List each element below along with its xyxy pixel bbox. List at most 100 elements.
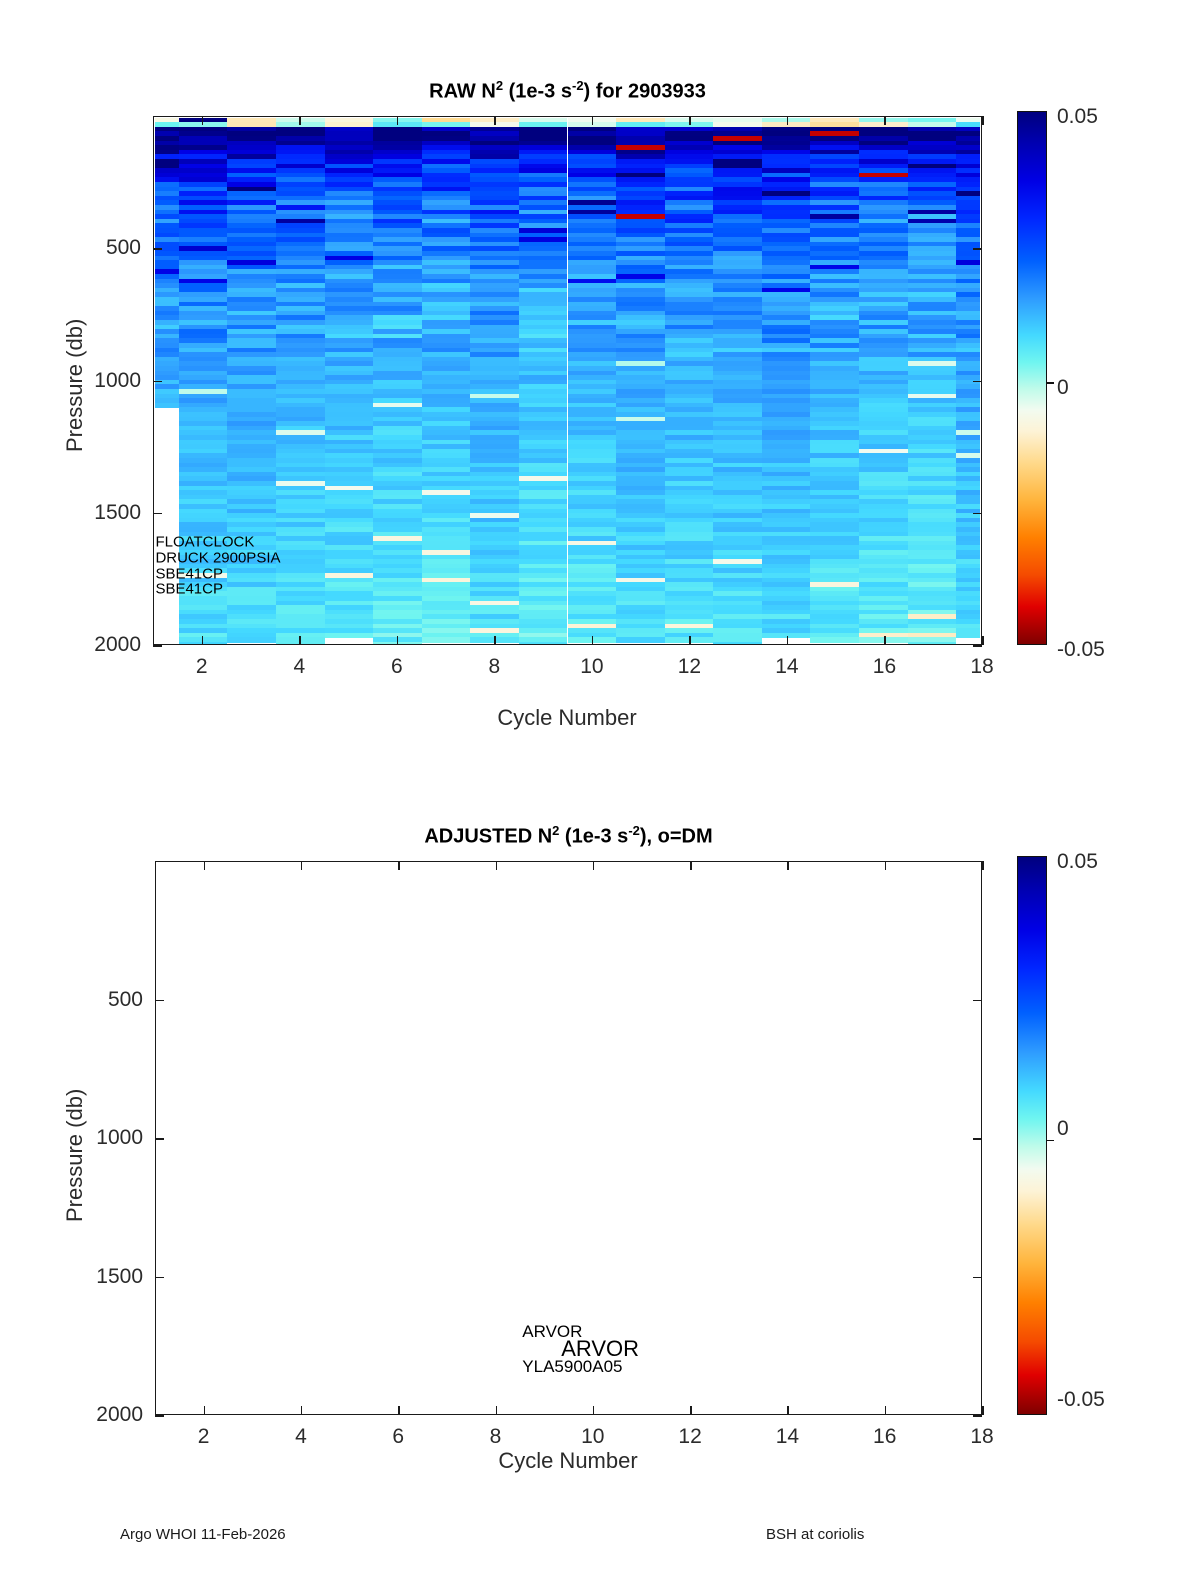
heatmap-cell xyxy=(713,586,762,592)
footer-right-text: BSH at coriolis xyxy=(766,1526,865,1543)
heatmap-cell xyxy=(227,310,276,316)
heatmap-cell xyxy=(324,421,374,427)
heatmap-cell xyxy=(567,214,617,220)
heatmap-cell xyxy=(324,365,374,372)
heatmap-cell xyxy=(421,241,471,247)
heatmap-cell xyxy=(275,623,325,629)
heatmap-cell xyxy=(178,421,228,427)
heatmap-cell xyxy=(178,471,228,477)
x-tick-mark-top xyxy=(495,861,498,870)
heatmap-cell xyxy=(421,411,471,418)
heatmap-cell xyxy=(324,632,374,638)
heatmap-cell xyxy=(810,632,860,638)
heatmap-cell xyxy=(664,361,714,367)
heatmap-cell xyxy=(956,283,981,289)
heatmap-cell xyxy=(761,237,811,243)
heatmap-cell xyxy=(810,490,860,496)
heatmap-cell xyxy=(616,508,665,514)
heatmap-cell xyxy=(761,250,811,257)
heatmap-cell xyxy=(761,287,811,293)
heatmap-cell xyxy=(713,416,762,422)
heatmap-cell xyxy=(178,517,228,523)
heatmap-cell xyxy=(227,195,276,201)
heatmap-cell xyxy=(616,411,665,418)
heatmap-cell xyxy=(664,273,714,280)
heatmap-cell xyxy=(275,347,325,353)
heatmap-cell xyxy=(275,444,325,450)
heatmap-cell xyxy=(470,131,519,137)
heatmap-cell xyxy=(859,471,908,477)
heatmap-cell xyxy=(227,485,276,491)
heatmap-cell xyxy=(227,628,276,634)
heatmap-cell xyxy=(275,614,325,620)
heatmap-cell xyxy=(324,508,374,514)
heatmap-cell xyxy=(956,379,981,385)
heatmap-cell xyxy=(567,536,617,542)
heatmap-cell xyxy=(275,255,325,261)
heatmap-cell xyxy=(616,195,665,201)
heatmap-cell xyxy=(373,223,422,229)
heatmap-cell xyxy=(907,250,957,257)
heatmap-cell xyxy=(178,273,228,280)
heatmap-cell xyxy=(664,434,714,441)
raw-colorbar-max-label: 0.05 xyxy=(1057,105,1098,128)
heatmap-cell xyxy=(956,444,981,450)
heatmap-cell xyxy=(761,135,811,142)
heatmap-cell xyxy=(907,375,957,381)
heatmap-cell xyxy=(178,600,228,606)
heatmap-cell xyxy=(275,352,325,358)
heatmap-cell xyxy=(227,480,276,487)
heatmap-cell xyxy=(227,214,276,220)
adj-title-tail: ), o=DM xyxy=(639,825,713,848)
heatmap-cell xyxy=(713,218,762,224)
heatmap-cell xyxy=(956,375,981,381)
heatmap-cell xyxy=(421,526,471,533)
heatmap-cell xyxy=(470,503,519,510)
heatmap-cell xyxy=(810,168,860,174)
heatmap-cell xyxy=(470,430,519,436)
heatmap-cell xyxy=(324,411,374,418)
heatmap-cell xyxy=(761,531,811,537)
heatmap-cell xyxy=(518,168,568,174)
heatmap-cell xyxy=(373,241,422,247)
heatmap-cell xyxy=(956,513,981,519)
heatmap-cell xyxy=(373,200,422,206)
heatmap-cell xyxy=(275,365,325,372)
heatmap-cell xyxy=(518,572,568,579)
heatmap-cell xyxy=(324,384,374,390)
heatmap-cell xyxy=(470,448,519,454)
heatmap-cell xyxy=(275,186,325,192)
heatmap-cell xyxy=(616,301,665,307)
heatmap-cell xyxy=(810,591,860,597)
heatmap-cell xyxy=(907,503,957,510)
heatmap-cell xyxy=(518,145,568,151)
x-tick-label: 10 xyxy=(580,655,604,678)
heatmap-cell xyxy=(470,273,519,280)
heatmap-cell xyxy=(178,453,228,459)
heatmap-cell xyxy=(956,503,981,510)
heatmap-cell xyxy=(518,531,568,537)
raw-title-sup2: -2 xyxy=(571,78,584,93)
heatmap-cell xyxy=(470,517,519,523)
heatmap-cell xyxy=(324,517,374,523)
heatmap-cell xyxy=(178,559,228,565)
heatmap-cell xyxy=(859,365,908,372)
heatmap-cell xyxy=(761,476,811,482)
heatmap-cell xyxy=(761,582,811,588)
heatmap-cell xyxy=(421,227,471,234)
heatmap-cell xyxy=(275,499,325,505)
heatmap-cell xyxy=(275,448,325,454)
heatmap-cell xyxy=(616,379,665,385)
heatmap-cell xyxy=(616,476,665,482)
heatmap-cell xyxy=(227,471,276,477)
heatmap-cell xyxy=(664,462,714,468)
heatmap-cell xyxy=(664,154,714,160)
heatmap-cell xyxy=(470,140,519,146)
heatmap-cell xyxy=(907,508,957,514)
heatmap-cell xyxy=(616,204,665,211)
heatmap-cell xyxy=(470,375,519,381)
heatmap-cell xyxy=(227,563,276,569)
heatmap-cell xyxy=(810,595,860,602)
heatmap-cell xyxy=(616,526,665,533)
heatmap-cell xyxy=(956,168,981,174)
